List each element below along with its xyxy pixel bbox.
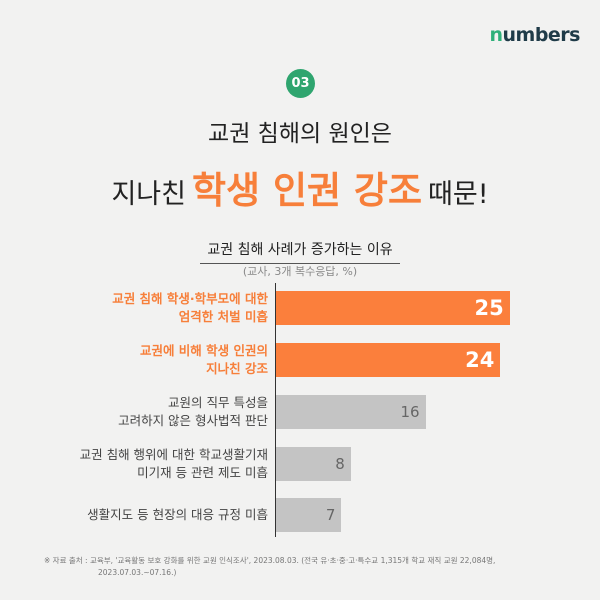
bar-value-label: 7 xyxy=(325,506,336,524)
bar-value-label: 8 xyxy=(335,455,345,473)
title-line1: 교권 침해의 원인은 xyxy=(208,121,392,147)
chart-subtitle: (교사, 3개 복수응답, %) xyxy=(242,265,358,278)
bar-label-line: 교원의 직무 특성을 xyxy=(168,395,268,410)
bar-value-label: 16 xyxy=(400,403,420,421)
bar-label-line: 엄격한 처벌 미흡 xyxy=(178,309,268,324)
bar-label-line: 교권 침해 행위에 대한 학교생활기재 xyxy=(79,447,268,462)
chart-title: 교권 침해 사례가 증가하는 이유 xyxy=(200,239,400,264)
numbers-logo: numbers xyxy=(489,24,580,46)
source-note: ※ 자료 출처 : 교육부, '교육활동 보호 강화를 위한 교원 인식조사',… xyxy=(44,555,495,579)
title-pre: 지나친 xyxy=(111,179,186,210)
title-post: 때문! xyxy=(428,179,489,210)
bar: 25 xyxy=(276,291,510,325)
bar-value-label: 25 xyxy=(474,296,504,320)
bar-label-line: 교권 침해 학생·학부모에 대한 xyxy=(112,291,268,306)
bar-label-line: 지나친 강조 xyxy=(206,361,268,376)
title-line2: 지나친 학생 인권 강조 때문! xyxy=(0,160,600,214)
bar-label: 생활지도 등 현장의 대응 규정 미흡 xyxy=(87,506,268,524)
bar: 24 xyxy=(276,343,501,377)
bar: 8 xyxy=(276,447,351,481)
title-highlight: 학생 인권 강조 xyxy=(192,169,423,212)
section-badge: 03 xyxy=(286,69,315,98)
bar-label-line: 교권에 비해 학생 인권의 xyxy=(139,343,268,358)
source-line1: 교육부, '교육활동 보호 강화를 위한 교원 인식조사', 2023.08.0… xyxy=(89,556,496,565)
bar: 16 xyxy=(276,395,426,429)
bar-label-line: 생활지도 등 현장의 대응 규정 미흡 xyxy=(87,507,268,522)
bar-label-line: 고려하지 않은 형사법적 판단 xyxy=(118,413,268,428)
chart-axis xyxy=(275,283,276,537)
source-label: ※ 자료 출처 : xyxy=(44,556,88,565)
source-line2: 2023.07.03.~07.16.) xyxy=(98,568,177,577)
bar-label-line: 미기재 등 관련 제도 미흡 xyxy=(137,465,268,480)
bar-value-label: 24 xyxy=(465,348,495,372)
bar: 7 xyxy=(276,498,342,532)
